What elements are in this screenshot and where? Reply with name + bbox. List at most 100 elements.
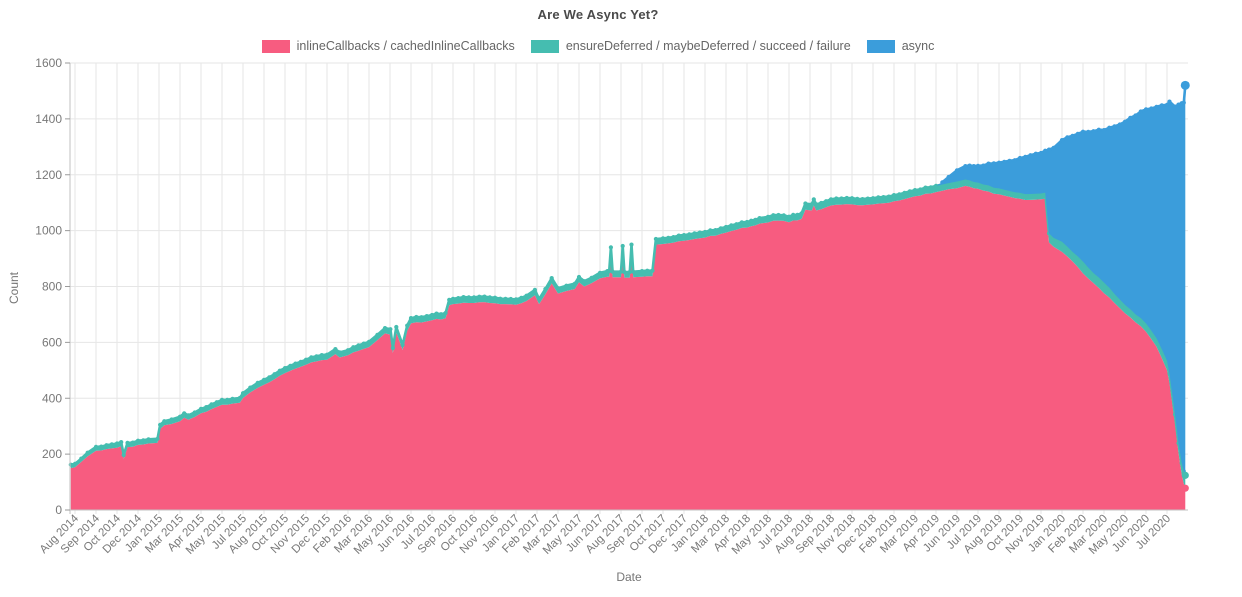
point-async xyxy=(1096,127,1101,132)
point-ensuredeferred xyxy=(687,232,692,237)
point-ensuredeferred xyxy=(844,195,849,201)
point-async xyxy=(1075,131,1080,136)
point-ensuredeferred xyxy=(158,422,163,427)
point-ensuredeferred xyxy=(390,345,395,351)
legend-label-ensuredeferred: ensureDeferred / maybeDeferred / succeed… xyxy=(565,39,851,53)
point-ensuredeferred xyxy=(209,402,214,407)
point-async xyxy=(1086,129,1091,134)
point-ensuredeferred xyxy=(282,366,288,371)
point-ensuredeferred xyxy=(230,396,235,401)
point-ensuredeferred xyxy=(631,269,636,274)
point-ensuredeferred xyxy=(666,235,671,240)
point-ensuredeferred xyxy=(912,188,918,193)
point-ensuredeferred xyxy=(824,199,829,204)
legend-item-inlinecallbacks[interactable]: inlineCallbacks / cachedInlineCallbacks xyxy=(261,39,515,53)
point-ensuredeferred xyxy=(482,294,487,299)
point-ensuredeferred xyxy=(492,295,498,300)
point-ensuredeferred xyxy=(434,311,439,316)
point-ensuredeferred xyxy=(503,296,508,301)
point-ensuredeferred xyxy=(907,189,912,194)
point-ensuredeferred xyxy=(419,315,424,320)
point-async xyxy=(986,161,991,166)
point-ensuredeferred xyxy=(99,444,104,449)
point-async xyxy=(1070,133,1075,138)
y-tick-label: 0 xyxy=(55,503,62,517)
point-async xyxy=(1080,129,1086,134)
point-ensuredeferred xyxy=(881,195,886,200)
point-ensuredeferred xyxy=(114,441,120,446)
point-ensuredeferred xyxy=(477,294,482,299)
point-ensuredeferred xyxy=(814,202,819,207)
point-ensuredeferred xyxy=(155,436,160,441)
point-ensuredeferred xyxy=(400,342,405,347)
point-ensuredeferred xyxy=(141,438,146,443)
point-ensuredeferred xyxy=(532,287,538,292)
point-ensuredeferred xyxy=(811,197,816,202)
point-ensuredeferred xyxy=(627,269,632,275)
point-ensuredeferred xyxy=(765,214,771,219)
legend-label-async: async xyxy=(901,39,935,53)
point-async xyxy=(1012,158,1017,163)
point-ensuredeferred xyxy=(405,323,410,328)
point-ensuredeferred xyxy=(713,228,718,233)
point-async xyxy=(1101,128,1107,133)
point-ensuredeferred xyxy=(918,187,923,192)
point-ensuredeferred xyxy=(589,275,594,280)
point-ensuredeferred xyxy=(303,357,309,362)
point-async xyxy=(940,180,945,185)
point-async xyxy=(1002,159,1007,164)
point-ensuredeferred xyxy=(248,385,253,390)
point-ensuredeferred xyxy=(519,295,524,300)
point-ensuredeferred xyxy=(870,196,876,201)
y-tick-label: 1000 xyxy=(35,224,62,238)
point-ensuredeferred xyxy=(261,377,267,382)
point-ensuredeferred xyxy=(608,245,614,250)
point-async xyxy=(971,164,976,169)
point-ensuredeferred xyxy=(734,222,739,227)
point-ensuredeferred xyxy=(498,296,503,301)
point-ensuredeferred xyxy=(324,352,330,357)
point-async xyxy=(1181,100,1186,105)
point-ensuredeferred xyxy=(828,197,834,202)
point-ensuredeferred xyxy=(576,274,582,280)
point-ensuredeferred xyxy=(240,391,246,396)
point-async xyxy=(946,174,951,180)
x-axis-title: Date xyxy=(616,570,642,584)
area-inlinecallbacks xyxy=(70,185,1186,510)
point-async xyxy=(1023,154,1028,159)
last-point-ensuredeferred xyxy=(1181,471,1189,479)
point-async xyxy=(975,163,981,168)
point-async xyxy=(1038,150,1044,156)
point-ensuredeferred xyxy=(865,196,870,201)
point-ensuredeferred xyxy=(104,443,109,448)
point-async xyxy=(981,163,986,168)
legend-swatch-inlinecallbacks-icon xyxy=(261,39,290,53)
point-ensuredeferred xyxy=(130,440,135,445)
y-tick-label: 1600 xyxy=(35,56,62,70)
point-async xyxy=(954,168,960,173)
legend-label-inlinecallbacks: inlineCallbacks / cachedInlineCallbacks xyxy=(296,39,515,53)
point-ensuredeferred xyxy=(439,312,444,317)
point-ensuredeferred xyxy=(597,270,603,275)
point-async xyxy=(1159,103,1164,108)
y-tick-label: 1400 xyxy=(35,112,62,126)
point-ensuredeferred xyxy=(799,211,804,216)
point-ensuredeferred xyxy=(645,268,650,273)
point-ensuredeferred xyxy=(237,395,242,401)
point-ensuredeferred xyxy=(461,295,466,300)
point-async xyxy=(1138,109,1143,114)
point-ensuredeferred xyxy=(537,297,542,302)
point-ensuredeferred xyxy=(255,380,260,385)
point-ensuredeferred xyxy=(267,375,272,380)
legend-item-ensuredeferred[interactable]: ensureDeferred / maybeDeferred / succeed… xyxy=(530,39,851,53)
point-ensuredeferred xyxy=(819,200,824,206)
point-ensuredeferred xyxy=(79,456,84,461)
legend-swatch-async-icon xyxy=(866,39,895,53)
legend-item-async[interactable]: async xyxy=(866,39,935,53)
point-ensuredeferred xyxy=(319,353,324,358)
point-ensuredeferred xyxy=(333,347,338,352)
point-ensuredeferred xyxy=(660,236,666,241)
point-ensuredeferred xyxy=(876,195,881,200)
